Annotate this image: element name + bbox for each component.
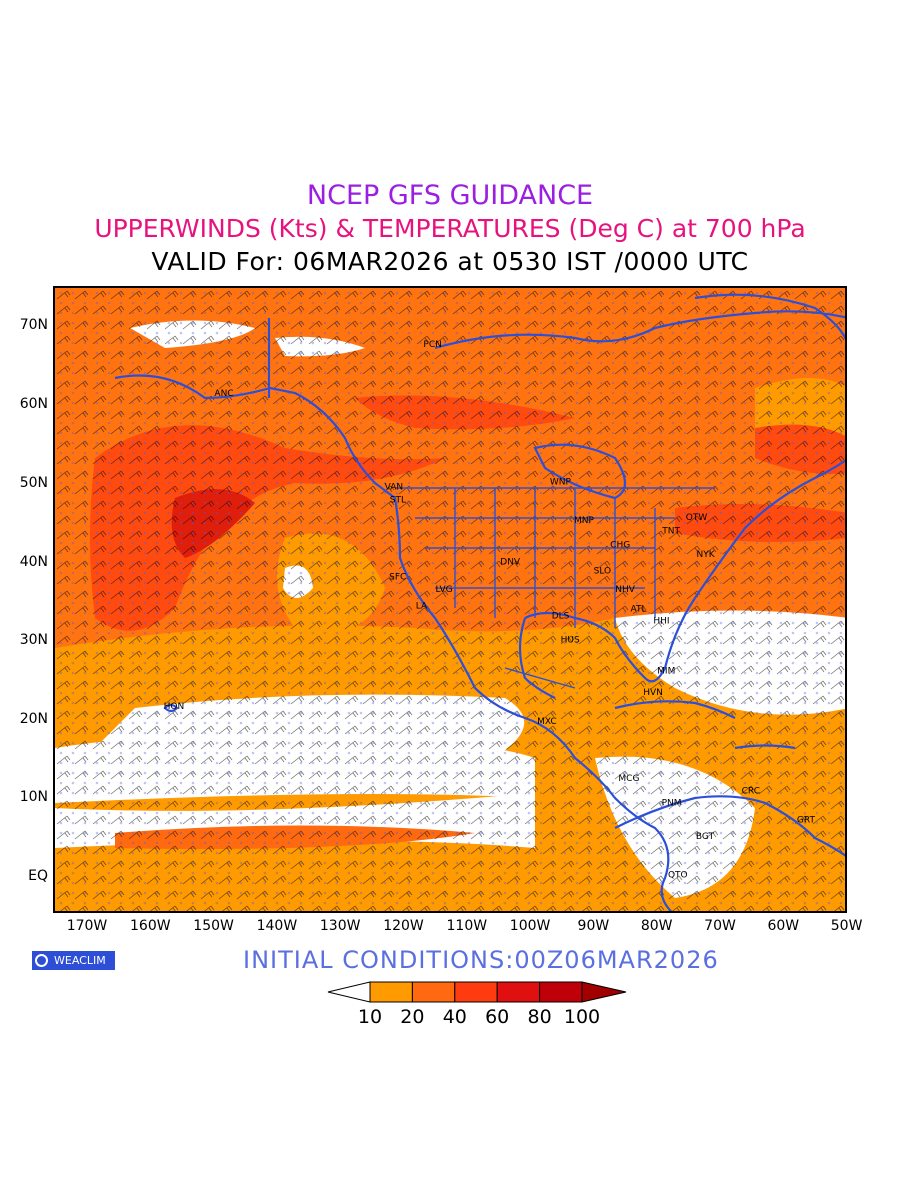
color-legend [327, 981, 627, 1003]
longitude-label: 100W [509, 918, 551, 934]
legend-label: 10 [357, 1006, 383, 1028]
city-label: CHG [610, 540, 630, 550]
legend-swatch [539, 981, 583, 1003]
city-label: NHV [615, 585, 636, 595]
city-label: LVG [435, 585, 452, 595]
longitude-label: 80W [640, 918, 673, 934]
city-label: GRT [797, 816, 816, 826]
city-label: STL [390, 496, 406, 506]
city-labels: ANC PCN VAN STL WNP MNP OTW TNT CHG NYK DNV SFC SLO L… [164, 340, 816, 881]
latitude-label: 50N [19, 475, 48, 491]
latitude-label: 40N [19, 554, 48, 570]
city-label: HVN [643, 688, 663, 698]
city-label: MNP [574, 516, 594, 526]
map-canvas: ANC PCN VAN STL WNP MNP OTW TNT CHG NYK DNV SFC SLO L… [55, 288, 845, 911]
logo-ring-icon [35, 954, 48, 967]
city-label: DLS [552, 612, 570, 622]
legend-label: 100 [563, 1006, 601, 1028]
longitude-label: 50W [830, 918, 863, 934]
latitude-label: 70N [19, 317, 48, 333]
legend-swatch [496, 981, 541, 1003]
longitude-label: 60W [767, 918, 800, 934]
legend-swatch-below-10 [327, 981, 371, 1003]
city-label: QTO [668, 870, 688, 880]
city-label: DNV [500, 558, 521, 568]
longitude-label: 140W [256, 918, 298, 934]
coastlines [114, 293, 845, 911]
longitude-label: 110W [446, 918, 488, 934]
legend-swatch [454, 981, 498, 1003]
temperature-values [55, 288, 845, 911]
city-label: OTW [686, 513, 708, 523]
longitude-label: 70W [704, 918, 736, 934]
political-borders [395, 487, 715, 689]
city-label: SFC [389, 573, 406, 583]
longitude-label: 150W [193, 918, 234, 934]
chart-subtitle: UPPERWINDS (Kts) & TEMPERATURES (Deg C) … [94, 214, 806, 243]
city-label: CRC [742, 787, 760, 797]
legend-label: 20 [400, 1006, 425, 1028]
city-label: PNM [662, 798, 682, 808]
legend-swatch [369, 981, 413, 1003]
legend-label: 40 [442, 1006, 467, 1028]
legend-label: 80 [527, 1006, 552, 1028]
latitude-label: 60N [19, 396, 48, 412]
initial-conditions: INITIAL CONDITIONS:00Z06MAR2026 [243, 946, 719, 974]
city-label: ANC [214, 389, 233, 399]
latitude-label: 20N [19, 711, 48, 727]
weaclim-logo: WEACLIM [32, 951, 115, 970]
latitude-label: 30N [19, 632, 48, 648]
latitude-label: EQ [28, 868, 48, 884]
city-label: MXC [537, 717, 557, 727]
legend-swatch-above-100 [581, 981, 627, 1003]
city-label: NYK [697, 550, 716, 560]
city-label: MCG [618, 774, 639, 784]
city-label: SLO [594, 566, 612, 576]
longitude-label: 130W [319, 918, 361, 934]
logo-text: WEACLIM [54, 954, 106, 967]
wind-temperature-map: ANC PCN VAN STL WNP MNP OTW TNT CHG NYK DNV SFC SLO L… [53, 286, 847, 913]
longitude-label: 170W [66, 918, 108, 934]
longitude-label: 120W [383, 918, 424, 934]
city-label: HON [164, 702, 185, 712]
city-label: WNP [550, 478, 572, 488]
city-label: TNT [661, 526, 680, 536]
city-label: PCN [423, 340, 441, 350]
legend-label: 60 [485, 1006, 510, 1028]
city-label: MIM [657, 667, 675, 677]
city-label: HUS [561, 635, 580, 645]
longitude-label: 90W [577, 918, 610, 934]
longitude-label: 160W [130, 918, 171, 934]
city-label: HHI [653, 616, 669, 626]
latitude-label: 10N [19, 789, 48, 805]
city-label: LA [416, 602, 428, 612]
city-label: VAN [385, 482, 403, 492]
city-label: ATL [630, 605, 646, 615]
city-label: BGT [696, 832, 715, 842]
chart-title: NCEP GFS GUIDANCE [306, 180, 594, 211]
valid-time: VALID For: 06MAR2026 at 0530 IST /0000 U… [151, 247, 749, 276]
legend-swatch [411, 981, 456, 1003]
